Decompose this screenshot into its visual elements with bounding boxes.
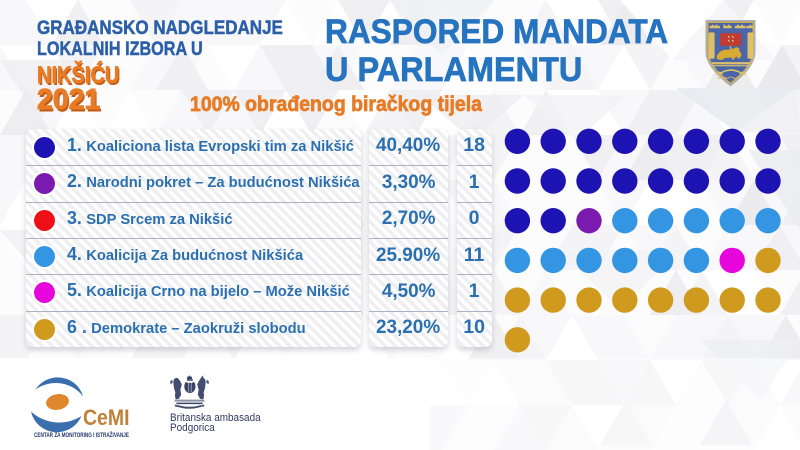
svg-text:CeMI: CeMI <box>83 405 130 430</box>
svg-text:CENTAR ZA MONITORING I ISTRAŽI: CENTAR ZA MONITORING I ISTRAŽIVANJE <box>34 430 130 439</box>
